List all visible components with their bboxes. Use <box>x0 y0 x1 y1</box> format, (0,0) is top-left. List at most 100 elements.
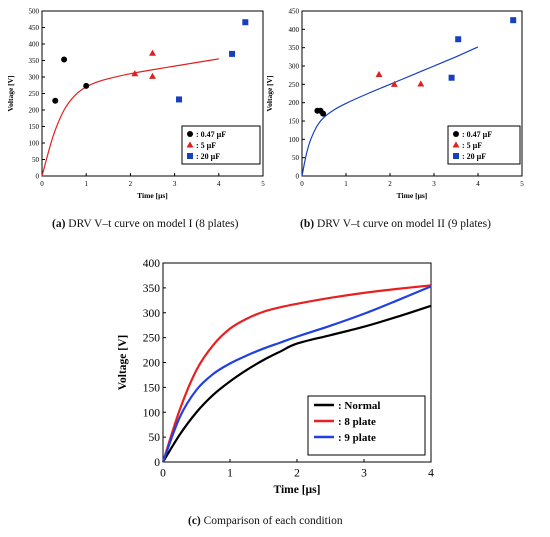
y-tick-label: 50 <box>149 432 161 444</box>
y-tick-label: 100 <box>29 139 40 147</box>
data-point-triangle <box>149 72 156 79</box>
legend-label: : Normal <box>338 400 380 412</box>
x-tick-label: 3 <box>173 180 177 188</box>
data-point-circle <box>320 110 327 117</box>
y-tick-label: 200 <box>29 106 40 114</box>
x-axis-label: Time [µs] <box>274 484 321 496</box>
y-tick-label: 400 <box>143 258 161 270</box>
plot-frame <box>301 10 523 177</box>
legend-marker-triangle <box>452 141 460 148</box>
x-tick-label: 0 <box>300 180 304 188</box>
x-tick-label: 1 <box>227 468 233 480</box>
x-tick-label: 0 <box>160 468 166 480</box>
y-tick-label: 450 <box>289 7 300 15</box>
chart-panel-a: 0 1 2 3 4 5050100150200250300350400450500Time… <box>6 7 265 200</box>
y-tick-label: 0 <box>36 172 40 180</box>
data-point-square <box>510 17 517 24</box>
x-tick-label: 1 <box>84 180 88 188</box>
data-point-square <box>229 50 236 57</box>
x-tick-label: 1 <box>344 180 348 188</box>
caption-b-letter: (b) <box>300 218 315 230</box>
y-tick-label: 250 <box>143 333 161 345</box>
x-tick-label: 3 <box>432 180 436 188</box>
y-tick-label: 100 <box>143 407 161 419</box>
series-line-2 <box>161 284 432 463</box>
y-tick-label: 250 <box>29 90 40 98</box>
caption-c-text: Comparison of each condition <box>200 515 343 527</box>
legend-marker-square <box>453 153 459 159</box>
data-point-square <box>242 19 249 26</box>
y-tick-label: 150 <box>29 123 40 131</box>
y-tick-label: 350 <box>29 57 40 65</box>
chart-panel-c: 0 1 2 3 4 0 50 100 150 200 250 300 350 400 Time [µs] Vo… <box>117 258 434 496</box>
data-point-triangle <box>390 80 398 87</box>
fit-curve-line <box>301 46 479 177</box>
data-point-circle <box>61 56 68 63</box>
legend-box <box>447 125 521 165</box>
x-tick-label: 5 <box>520 180 524 188</box>
legend-label: : 5 µF <box>462 141 482 150</box>
y-tick-label: 400 <box>29 40 40 48</box>
data-point-triangle <box>131 70 139 77</box>
y-tick-label: 300 <box>29 73 40 81</box>
caption-b: (b) DRV V–t curve on model II (9 plates) <box>300 218 491 230</box>
data-point-triangle <box>375 70 383 77</box>
caption-b-text: DRV V–t curve on model II (9 plates) <box>314 218 491 230</box>
x-axis-label: Time [µs] <box>397 191 428 200</box>
caption-a-letter: (a) <box>52 218 66 230</box>
y-tick-label: 350 <box>289 44 300 52</box>
data-point-circle <box>83 82 90 89</box>
y-tick-label: 100 <box>289 136 300 144</box>
caption-c: (c) Comparison of each condition <box>188 515 343 527</box>
legend-label: : 8 plate <box>338 416 376 428</box>
x-tick-label: 2 <box>294 468 300 480</box>
y-tick-label: 500 <box>29 7 40 15</box>
y-axis-label: Voltage [V] <box>6 75 15 111</box>
y-tick-label: 0 <box>154 457 160 469</box>
y-tick-label: 0 <box>296 172 300 180</box>
legend-label: : 9 plate <box>338 432 376 444</box>
legend-label: : 0.47 µF <box>196 130 226 139</box>
caption-a: (a) DRV V–t curve on model I (8 plates) <box>52 218 238 230</box>
legend-label: : 0.47 µF <box>462 130 492 139</box>
y-axis-label: Voltage [V] <box>265 75 274 111</box>
y-tick-label: 450 <box>29 24 40 32</box>
y-tick-label: 350 <box>143 283 161 295</box>
y-axis-label: Voltage [V] <box>117 335 129 390</box>
data-point-square <box>448 74 455 81</box>
series-line-3 <box>161 285 432 463</box>
data-point-square <box>176 96 183 103</box>
x-tick-label: 3 <box>361 468 367 480</box>
y-tick-label: 300 <box>289 62 300 70</box>
caption-c-letter: (c) <box>188 515 201 527</box>
legend-label: : 20 µF <box>196 152 220 161</box>
x-tick-label: 0 <box>40 180 44 188</box>
legend-label: : 20 µF <box>462 152 486 161</box>
data-point-circle <box>52 97 59 104</box>
y-tick-label: 200 <box>143 358 161 370</box>
legend-marker-square <box>187 153 193 159</box>
x-axis-label: Time [µs] <box>137 191 168 200</box>
legend-box <box>181 125 261 165</box>
legend-marker-triangle <box>186 141 194 148</box>
y-tick-label: 250 <box>289 81 300 89</box>
y-tick-label: 200 <box>289 99 300 107</box>
y-tick-label: 150 <box>143 382 161 394</box>
x-tick-label: 2 <box>388 180 392 188</box>
x-tick-label: 4 <box>476 180 480 188</box>
fit-curve-line <box>41 58 219 177</box>
y-tick-label: 150 <box>289 117 300 125</box>
data-point-triangle <box>149 49 156 56</box>
data-point-triangle <box>417 80 425 87</box>
caption-a-text: DRV V–t curve on model I (8 plates) <box>65 218 239 230</box>
y-tick-label: 300 <box>143 308 161 320</box>
y-tick-label: 50 <box>32 156 40 164</box>
x-tick-label: 4 <box>217 180 221 188</box>
x-tick-label: 2 <box>129 180 133 188</box>
series-line-1 <box>162 304 432 463</box>
data-point-square <box>455 36 462 43</box>
y-tick-label: 400 <box>289 26 300 34</box>
legend-label: : 5 µF <box>196 141 216 150</box>
